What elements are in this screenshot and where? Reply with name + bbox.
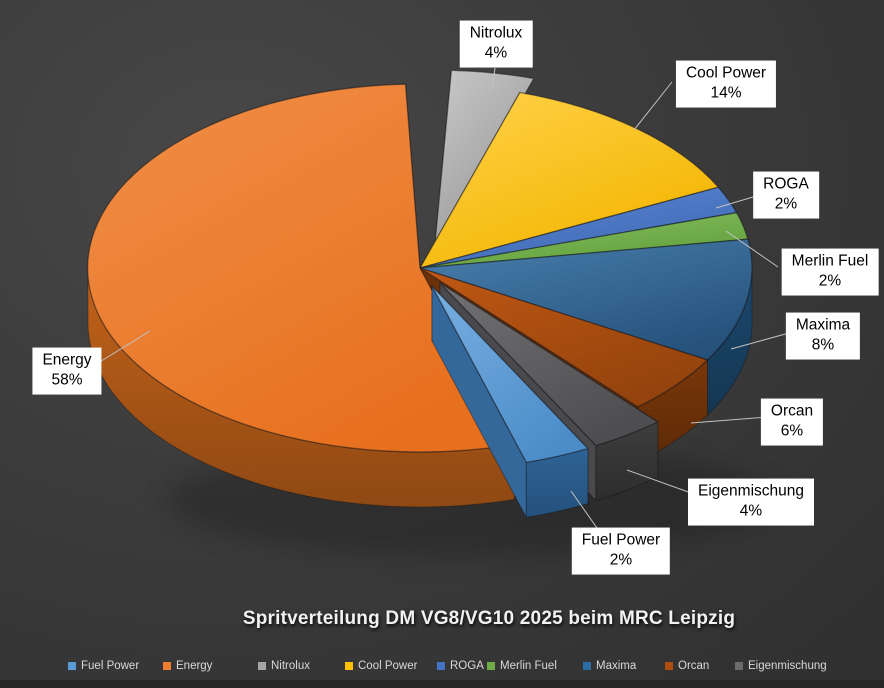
data-label-maxima-value: 8% (811, 337, 835, 354)
data-label-orcan-value: 6% (780, 423, 804, 440)
data-label-energy-name: Energy (42, 351, 92, 369)
data-label-fuel-power-name: Fuel Power (581, 531, 661, 549)
data-label-cool-power-name: Cool Power (685, 64, 767, 82)
legend-item-eigenmischung[interactable]: Eigenmischung (735, 660, 827, 672)
legend-marker-energy (163, 662, 171, 670)
legend-item-maxima[interactable]: Maxima (583, 660, 636, 672)
leader-line-nitrolux (491, 67, 496, 91)
leader-line-fuel-power (570, 490, 598, 529)
data-label-eigenmischung-value: 4% (739, 503, 763, 520)
pie-slice-fuel-power-top[interactable] (431, 285, 589, 464)
legend-item-fuel-power[interactable]: Fuel Power (68, 660, 139, 672)
data-label-nitrolux-value: 4% (484, 45, 508, 62)
legend-item-cool-power[interactable]: Cool Power (345, 660, 417, 672)
leader-line-roga (715, 196, 754, 209)
data-label-maxima[interactable]: Maxima 8% (785, 312, 861, 360)
legend-item-nitrolux[interactable]: Nitrolux (258, 660, 310, 672)
chart-title[interactable]: Spritverteilung DM VG8/VG10 2025 beim MR… (242, 608, 736, 629)
pie-slice-eigenmischung-top[interactable] (439, 282, 659, 447)
legend-label-maxima: Maxima (596, 660, 637, 672)
leader-line-energy (97, 330, 151, 364)
pie-slice-energy-top[interactable] (87, 83, 515, 453)
data-label-cool-power[interactable]: Cool Power 14% (675, 60, 777, 108)
leader-line-merlin-fuel (725, 230, 779, 268)
legend-label-eigenmischung: Eigenmischung (748, 660, 827, 672)
pie-slice-cool-power-top[interactable] (419, 91, 720, 269)
data-label-merlin-fuel[interactable]: Merlin Fuel 2% (781, 248, 879, 296)
legend-marker-orcan (665, 662, 673, 670)
legend-label-nitrolux: Nitrolux (271, 660, 310, 672)
data-label-maxima-name: Maxima (795, 316, 851, 334)
legend-item-energy[interactable]: Energy (163, 660, 212, 672)
data-label-fuel-power[interactable]: Fuel Power 2% (571, 527, 671, 575)
data-label-nitrolux[interactable]: Nitrolux 4% (459, 20, 533, 68)
legend-label-merlin-fuel: Merlin Fuel (500, 660, 557, 672)
leader-line-maxima (730, 332, 790, 350)
leader-line-orcan (690, 416, 768, 424)
legend-marker-roga (437, 662, 445, 670)
legend-label-orcan: Orcan (678, 660, 710, 672)
data-label-eigenmischung[interactable]: Eigenmischung 4% (688, 478, 814, 526)
data-label-fuel-power-value: 2% (609, 552, 633, 569)
leader-line-eigenmischung (626, 469, 695, 495)
data-label-energy-value: 58% (51, 372, 83, 389)
data-label-orcan-name: Orcan (770, 402, 814, 420)
legend-marker-cool-power (345, 662, 353, 670)
legend-item-merlin-fuel[interactable]: Merlin Fuel (487, 660, 557, 672)
legend-marker-nitrolux (258, 662, 266, 670)
leader-line-cool-power (633, 81, 673, 131)
data-label-roga-name: ROGA (763, 175, 809, 193)
legend-item-orcan[interactable]: Orcan (665, 660, 709, 672)
data-label-energy[interactable]: Energy 58% (32, 347, 102, 395)
data-label-eigenmischung-name: Eigenmischung (698, 482, 804, 500)
data-label-orcan[interactable]: Orcan 6% (760, 398, 824, 446)
legend-label-fuel-power: Fuel Power (81, 660, 140, 672)
legend-item-roga[interactable]: ROGA (437, 660, 484, 672)
data-label-merlin-fuel-value: 2% (818, 273, 842, 290)
pie-slice-maxima[interactable] (419, 238, 753, 417)
data-label-merlin-fuel-name: Merlin Fuel (791, 252, 869, 270)
data-label-cool-power-value: 14% (710, 85, 742, 102)
data-label-roga-value: 2% (774, 196, 798, 213)
pie-slice-orcan-top[interactable] (419, 267, 709, 408)
data-label-nitrolux-name: Nitrolux (469, 24, 523, 42)
legend-label-energy: Energy (176, 660, 213, 672)
legend-marker-eigenmischung (735, 662, 743, 670)
legend-label-cool-power: Cool Power (358, 660, 418, 672)
legend-label-roga: ROGA (450, 660, 484, 672)
data-label-roga[interactable]: ROGA 2% (753, 171, 819, 219)
pie-slice-fuel-power[interactable] (431, 284, 589, 518)
legend-marker-merlin-fuel (487, 662, 495, 670)
legend-marker-fuel-power (68, 662, 76, 670)
pie-slice-maxima-top[interactable] (419, 238, 753, 361)
legend-marker-maxima (583, 662, 591, 670)
